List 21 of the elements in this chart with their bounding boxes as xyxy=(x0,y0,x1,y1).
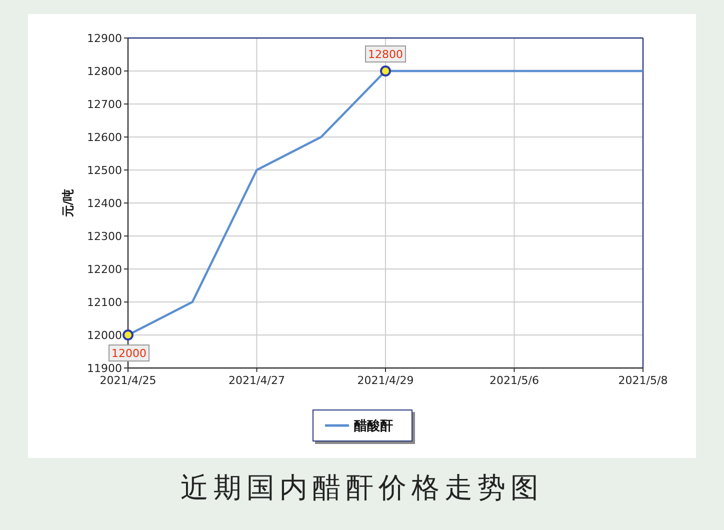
y-tick-label: 12700 xyxy=(87,98,122,111)
text: 近期国内醋酐价格走势图 xyxy=(180,471,544,504)
x-tick-label: 2021/5/6 xyxy=(490,374,539,387)
data-label: 12000 xyxy=(112,347,146,360)
x-tick-label: 2021/5/8 xyxy=(618,374,668,387)
y-tick-label: 12800 xyxy=(87,65,122,78)
y-tick-label: 12300 xyxy=(87,230,122,243)
x-tick-label: 2021/4/29 xyxy=(357,374,414,387)
y-tick-label: 12200 xyxy=(87,263,122,276)
x-tick-label: 2021/4/25 xyxy=(100,374,156,387)
y-tick-label: 12100 xyxy=(87,296,122,309)
y-tick-label: 12900 xyxy=(87,32,122,45)
y-tick-label: 11900 xyxy=(87,362,122,375)
legend-label: 醋酸酐 xyxy=(354,418,393,434)
x-tick-label: 2021/4/27 xyxy=(228,374,285,387)
y-tick-label: 12600 xyxy=(87,131,122,144)
y-tick-label: 12500 xyxy=(87,164,122,177)
y-tick-label: 12000 xyxy=(87,329,122,342)
y-axis-title: 元/吨 xyxy=(61,188,75,218)
y-tick-label: 12400 xyxy=(87,197,122,210)
data-label: 12800 xyxy=(368,48,403,61)
